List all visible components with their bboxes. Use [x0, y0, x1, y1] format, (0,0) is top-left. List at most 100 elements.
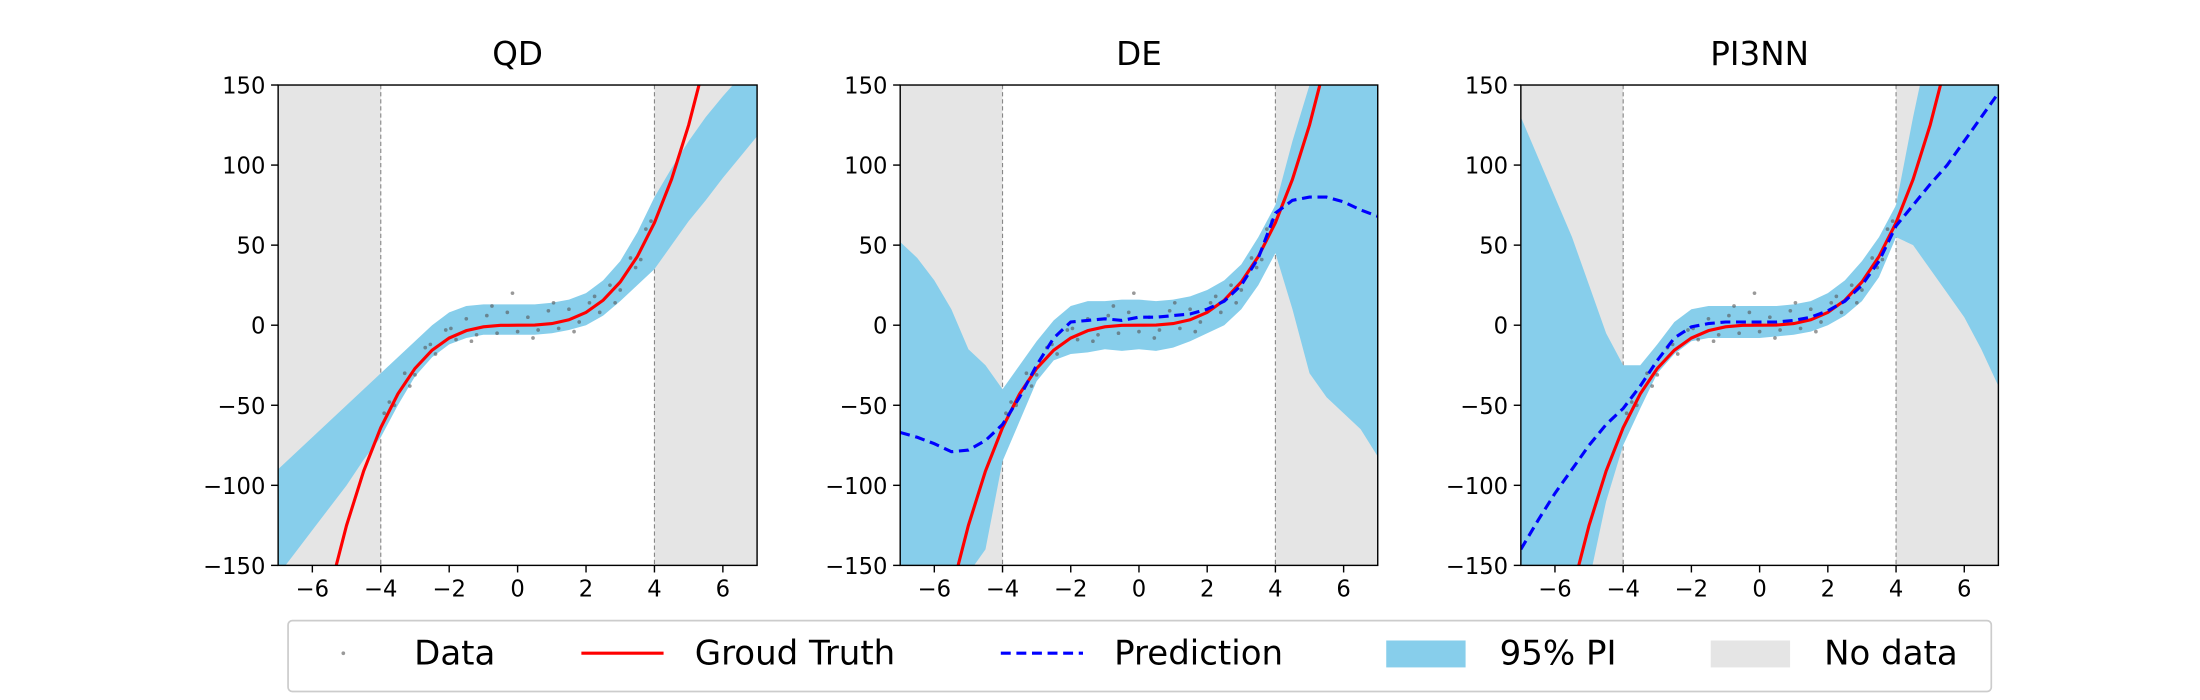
x-tick-label: 4 — [1268, 577, 1282, 603]
data-point — [572, 329, 576, 334]
data-point — [1178, 326, 1182, 331]
data-point — [1768, 315, 1772, 320]
x-tick-label: −2 — [1675, 577, 1708, 603]
y-tick-label: 50 — [237, 234, 266, 260]
data-point — [1854, 300, 1859, 305]
data-point — [556, 326, 561, 331]
data-point — [1193, 329, 1198, 334]
data-point — [469, 339, 474, 344]
legend-marker — [1710, 640, 1791, 668]
data-point — [1757, 329, 1762, 334]
data-point — [638, 257, 643, 262]
ground-truth-line — [334, 85, 701, 566]
data-point — [1070, 326, 1075, 331]
data-point — [536, 328, 540, 332]
y-tick-label: −150 — [825, 554, 887, 580]
legend-marker — [341, 651, 346, 656]
data-point — [1849, 283, 1854, 288]
data-point — [644, 227, 648, 231]
data-point — [1798, 326, 1803, 331]
data-point — [1259, 257, 1264, 262]
data-point — [567, 307, 571, 312]
data-point — [433, 352, 438, 356]
y-tick-label: 50 — [859, 234, 888, 260]
data-point — [1172, 300, 1177, 305]
data-point — [408, 384, 412, 388]
y-tick-label: −100 — [203, 474, 265, 500]
data-point — [387, 400, 392, 404]
data-point — [1890, 219, 1895, 223]
data-point — [1860, 288, 1864, 292]
data-point — [1778, 328, 1782, 332]
x-tick-label: −4 — [986, 577, 1019, 603]
data-point — [515, 329, 520, 334]
legend-label: Data — [414, 634, 495, 674]
data-point — [449, 326, 453, 331]
plot-area — [278, 85, 758, 566]
x-tick-label: 0 — [1752, 577, 1766, 603]
x-tick-label: 6 — [1957, 577, 1971, 603]
x-tick-label: −2 — [1054, 577, 1087, 603]
data-point — [613, 300, 617, 305]
panel-title: QD — [492, 35, 543, 73]
data-point — [649, 219, 653, 223]
data-point — [551, 300, 556, 305]
data-point — [1808, 307, 1813, 312]
data-point — [1675, 352, 1680, 356]
legend-box — [287, 619, 1993, 693]
data-point — [423, 345, 428, 350]
data-point — [1029, 384, 1034, 388]
y-tick-label: −150 — [203, 554, 265, 580]
data-point — [1727, 313, 1731, 318]
y-tick-label: 100 — [1465, 154, 1508, 180]
y-tick-label: 0 — [251, 314, 265, 340]
data-point — [1075, 337, 1080, 342]
data-point — [546, 308, 551, 313]
data-point — [1055, 352, 1059, 356]
data-point — [1650, 384, 1655, 388]
data-point — [633, 265, 638, 270]
data-point — [577, 320, 582, 324]
data-point — [1111, 304, 1116, 308]
data-point — [1009, 400, 1013, 404]
data-point — [1732, 304, 1736, 308]
legend-label: Prediction — [1114, 634, 1283, 674]
legend-label: Groud Truth — [695, 634, 896, 674]
y-tick-label: −100 — [1446, 474, 1508, 500]
data-point — [531, 336, 535, 340]
data-point — [428, 342, 433, 347]
data-point — [1829, 300, 1834, 305]
data-point — [1034, 372, 1039, 377]
data-point — [505, 310, 510, 315]
data-point — [1198, 320, 1203, 324]
panel-title: DE — [1116, 35, 1162, 73]
data-point — [1152, 336, 1157, 340]
x-tick-label: 6 — [1336, 577, 1350, 603]
data-point — [1167, 308, 1172, 313]
data-point — [1126, 310, 1131, 315]
y-tick-label: 150 — [222, 74, 265, 100]
x-tick-label: 2 — [1821, 577, 1835, 603]
data-point — [413, 372, 417, 377]
data-point — [1885, 227, 1890, 231]
data-point — [1096, 332, 1100, 337]
data-point — [1213, 294, 1218, 299]
data-point — [1788, 308, 1793, 313]
data-point — [1814, 329, 1818, 334]
data-point — [1234, 300, 1239, 305]
data-point — [526, 315, 530, 320]
data-point — [1624, 411, 1629, 416]
y-tick-label: 0 — [1494, 314, 1508, 340]
data-point — [608, 283, 612, 288]
y-tick-label: 150 — [844, 74, 887, 100]
data-point — [454, 337, 458, 342]
panel-title: PI3NN — [1710, 35, 1809, 73]
x-tick-label: −6 — [918, 577, 951, 603]
prediction-line — [1520, 92, 1999, 551]
data-point — [1629, 400, 1634, 404]
data-point — [490, 304, 494, 308]
y-tick-label: 0 — [873, 314, 887, 340]
data-point — [1696, 337, 1701, 342]
data-point — [1773, 336, 1777, 340]
